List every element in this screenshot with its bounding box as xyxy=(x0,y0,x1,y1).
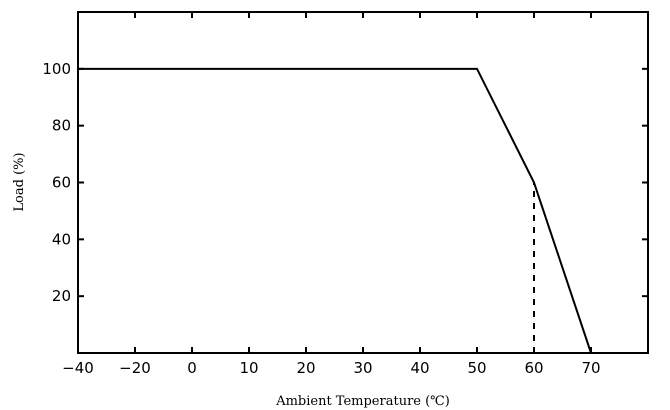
x-tick-label: 10 xyxy=(239,359,258,377)
x-tick-label: −20 xyxy=(119,359,151,377)
y-tick-label: 60 xyxy=(52,174,71,192)
y-tick-label: 40 xyxy=(52,230,71,248)
y-tick-label: 80 xyxy=(52,117,71,135)
x-tick-label: 60 xyxy=(524,359,543,377)
x-tick-label: 70 xyxy=(581,359,600,377)
x-axis-ticks: −40 −20 0 10 20 30 40 50 60 70 xyxy=(62,12,601,377)
x-tick-label: 20 xyxy=(296,359,315,377)
y-axis-ticks: 20 40 60 80 100 xyxy=(42,60,648,305)
x-tick-label: 0 xyxy=(187,359,197,377)
y-axis-label: Load (%) xyxy=(12,152,27,211)
x-axis-label: Ambient Temperature (℃) xyxy=(275,394,450,409)
series-layer xyxy=(78,67,592,354)
y-tick-label: 20 xyxy=(52,287,71,305)
x-tick-label: 40 xyxy=(410,359,429,377)
x-tick-label: 30 xyxy=(353,359,372,377)
y-tick-label: 100 xyxy=(42,60,71,78)
series-line xyxy=(78,67,592,354)
x-tick-label: −40 xyxy=(62,359,94,377)
x-tick-label: 50 xyxy=(467,359,486,377)
